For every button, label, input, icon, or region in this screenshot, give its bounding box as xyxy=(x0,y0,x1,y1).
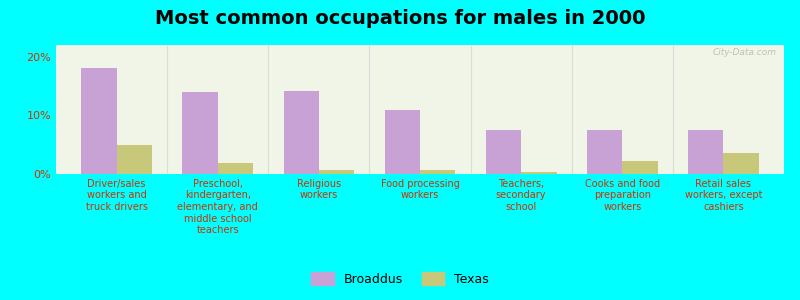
Bar xyxy=(82,68,117,174)
Bar xyxy=(521,172,557,174)
Bar xyxy=(486,130,521,174)
Bar xyxy=(622,161,658,174)
Bar xyxy=(117,145,152,174)
Bar xyxy=(319,170,354,174)
Text: City-Data.com: City-Data.com xyxy=(713,48,777,57)
Bar xyxy=(385,110,420,174)
Legend: Broaddus, Texas: Broaddus, Texas xyxy=(306,267,494,291)
Bar xyxy=(283,91,319,174)
Bar xyxy=(420,170,455,174)
Bar xyxy=(182,92,218,174)
Text: Most common occupations for males in 2000: Most common occupations for males in 200… xyxy=(154,9,646,28)
Bar xyxy=(688,130,723,174)
Bar xyxy=(723,154,758,174)
Bar xyxy=(587,130,622,174)
Bar xyxy=(218,164,253,174)
